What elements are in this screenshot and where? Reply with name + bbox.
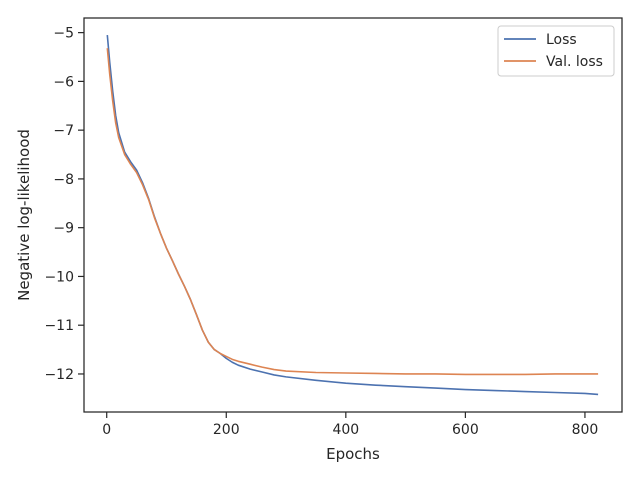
x-tick-label: 200 [213,422,240,438]
x-tick-group: 0 200 400 600 800 [102,412,598,438]
x-tick-label: 600 [452,422,479,438]
series-group [106,34,599,396]
legend-label-loss: Loss [546,32,577,48]
x-tick-label: 400 [332,422,359,438]
y-tick-label: −8 [53,172,74,188]
y-tick-label: −9 [53,221,74,237]
y-tick-label: −7 [53,123,74,139]
x-tick-label: 0 [102,422,111,438]
y-axis-title: Negative log-likelihood [15,129,33,301]
legend: Loss Val. loss [497,25,615,77]
y-tick-label: −12 [44,367,74,383]
y-tick-label: −6 [53,74,74,90]
x-tick-label: 800 [572,422,599,438]
x-axis-title: Epochs [326,445,380,463]
plot-frame [83,17,623,413]
y-tick-group: −5 −6 −7 −8 −9 −10 −11 −12 [44,26,84,383]
plot-background [84,18,622,412]
y-tick-label: −10 [44,269,74,285]
series-line-val-loss [106,48,599,376]
y-tick-label: −5 [53,26,74,42]
y-tick-label: −11 [44,318,74,334]
legend-label-val-loss: Val. loss [546,54,603,70]
